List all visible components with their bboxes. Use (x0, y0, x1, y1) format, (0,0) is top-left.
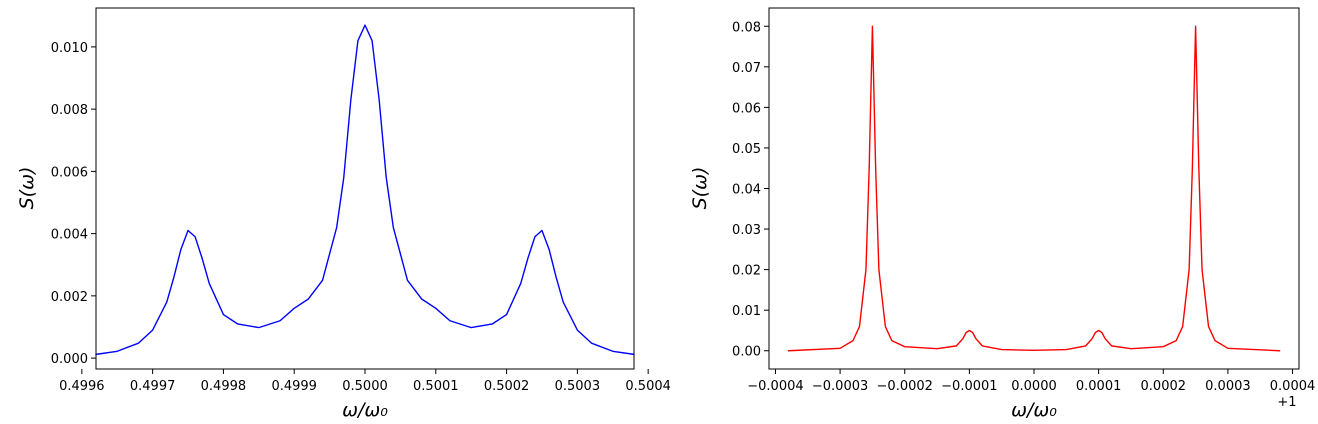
left-x-tick-label: 0.5001 (413, 379, 459, 394)
left-y-tick-label: 0.006 (51, 165, 88, 180)
right-x-tick-label: 0.0002 (1141, 379, 1187, 394)
right-x-tick-label: −0.0004 (747, 379, 803, 394)
left-y-tick-label: 0.002 (51, 290, 88, 305)
right-x-axis-label: ω/ω₀ (1011, 399, 1057, 421)
right-x-tick-label: −0.0002 (877, 379, 933, 394)
right-y-tick-label: 0.01 (732, 304, 761, 319)
left-spectrum-chart: 0.4996 0.4997 0.4998 0.4999 0.5000 0.5001 0.50… (16, 7, 671, 421)
left-x-tick-label: 0.4996 (59, 379, 105, 394)
right-x-tick-label: 0.0001 (1076, 379, 1122, 394)
left-x-tick-label: 0.5003 (555, 379, 601, 394)
right-x-tick-label: 0.0004 (1270, 379, 1316, 394)
right-y-tick-label: 0.04 (732, 183, 761, 198)
left-y-axis-label: S(ω) (16, 167, 38, 210)
right-y-tick-label: 0.02 (732, 264, 761, 279)
left-x-axis-label: ω/ω₀ (342, 399, 388, 421)
left-axes-frame (95, 7, 635, 370)
right-y-tick-label: 0.05 (732, 142, 761, 157)
right-axes-frame (768, 7, 1300, 370)
left-x-tick-label: 0.4997 (130, 379, 176, 394)
left-x-tick-label: 0.4998 (201, 379, 247, 394)
left-x-tick-label: 0.5002 (484, 379, 530, 394)
right-x-tick-label: −0.0001 (941, 379, 997, 394)
right-series-line-0 (787, 25, 1281, 352)
right-y-axis-label: S(ω) (689, 167, 711, 210)
left-series-line-0 (95, 24, 635, 356)
right-y-tick-label: 0.07 (732, 61, 761, 76)
left-y-tick-label: 0.010 (51, 41, 88, 56)
right-y-tick-label: 0.08 (732, 20, 761, 35)
left-x-tick-label: 0.5004 (625, 379, 671, 394)
right-x-tick-label: 0.0003 (1205, 379, 1251, 394)
right-x-tick-label: −0.0003 (812, 379, 868, 394)
left-x-tick-label: 0.4999 (271, 379, 317, 394)
right-y-tick-label: 0.03 (732, 223, 761, 238)
right-y-tick-label: 0.06 (732, 101, 761, 116)
left-y-tick-label: 0.008 (51, 103, 88, 118)
right-y-tick-label: 0.00 (732, 345, 761, 360)
left-y-tick-label: 0.004 (51, 228, 88, 243)
left-x-tick-label: 0.5000 (342, 379, 388, 394)
right-x-offset-label: +1 (1277, 395, 1296, 410)
left-y-tick-label: 0.000 (51, 352, 88, 367)
right-spectrum-chart: −0.0004 −0.0003 −0.0002 −0.0001 0.0000 0.0001… (689, 7, 1316, 421)
right-x-tick-label: 0.0000 (1011, 379, 1057, 394)
